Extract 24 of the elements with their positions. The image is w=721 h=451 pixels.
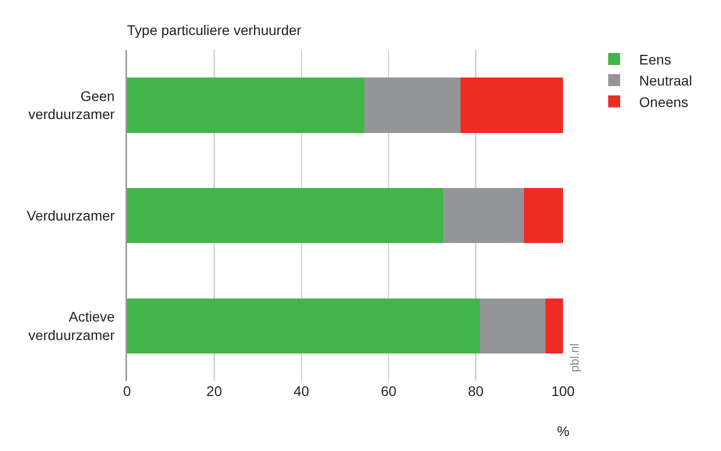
bar [480,298,546,354]
x-axis-title: % [557,423,570,439]
x-tick-label: 100 [551,383,575,399]
y-tick-label: Verduurzamer [26,207,116,224]
x-tick-label: 20 [206,383,222,399]
legend-label: Eens [639,51,672,68]
x-tick-label: 40 [294,383,310,399]
bar [127,298,480,354]
y-tick-label: Actieve verduurzamer [28,308,116,343]
chart-title: Type particuliere verhuurder [127,22,302,38]
legend-label: Oneens [639,94,688,110]
bar [443,188,524,244]
bar [127,188,444,244]
x-tick-label: 60 [380,383,397,399]
bar [364,78,461,133]
bar [524,188,563,244]
legend-label: Neutraal [639,72,692,89]
x-tick-label: 0 [123,383,132,399]
bar [546,298,563,354]
x-tick-label: 80 [468,383,484,399]
bar [460,78,563,133]
text: pbl.nl [567,343,582,372]
bar [127,78,365,133]
y-tick-label: Geen verduurzamer [28,88,116,122]
